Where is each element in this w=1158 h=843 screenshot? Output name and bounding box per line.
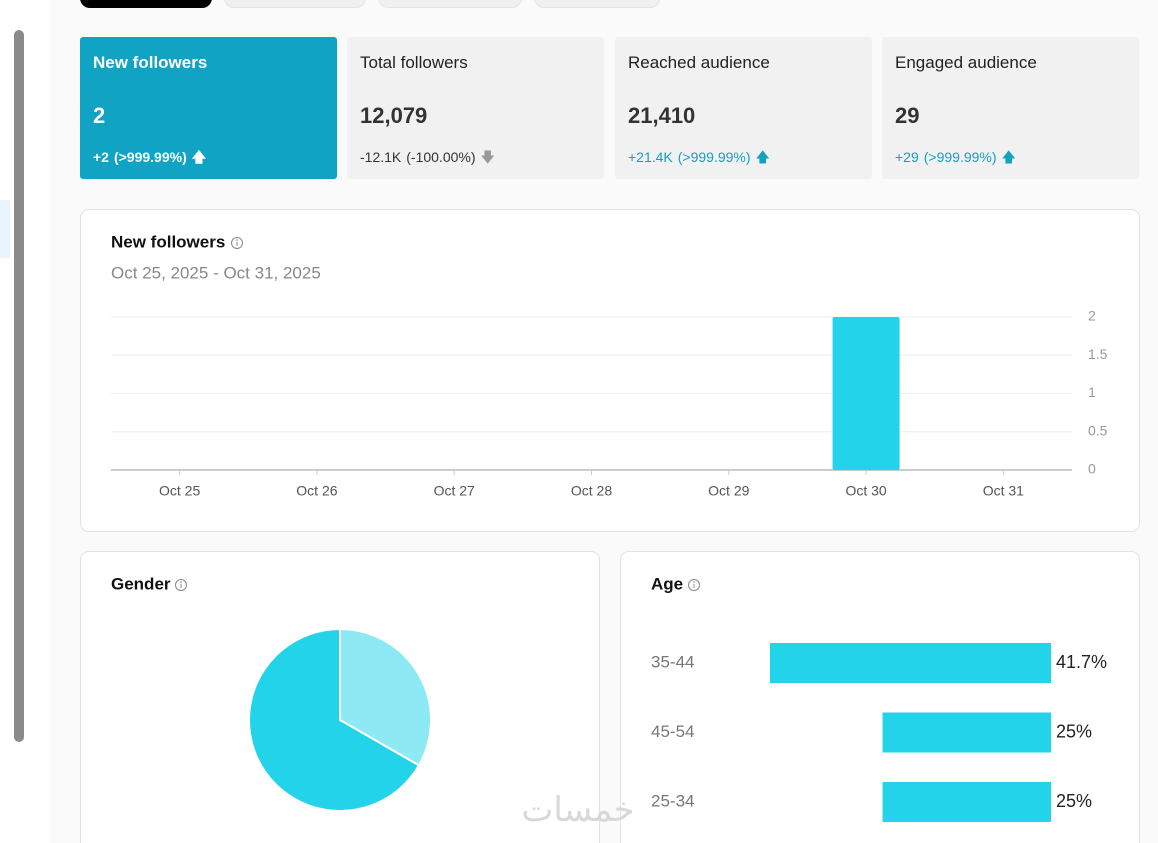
pie-slice bbox=[248, 627, 421, 812]
card-change: +29 (>999.99%) 🡅 bbox=[895, 147, 1021, 171]
category-label: 35-44 bbox=[651, 652, 694, 671]
selected-item[interactable] bbox=[0, 200, 10, 258]
card-value: 21,410 bbox=[628, 103, 696, 128]
percent: (-100.00%) bbox=[406, 149, 476, 165]
card-label: Reached audience bbox=[628, 53, 770, 72]
info-icon[interactable] bbox=[231, 237, 243, 249]
x-tick-label: Oct 25 bbox=[159, 483, 200, 499]
card-label: Engaged audience bbox=[895, 53, 1037, 72]
chart-subtitle: Oct 25, 2025 - Oct 31, 2025 bbox=[111, 263, 321, 282]
card-value: 29 bbox=[895, 103, 920, 128]
category-label: 25-34 bbox=[651, 791, 694, 810]
change: +2 bbox=[93, 149, 109, 165]
percent: (>999.99%) bbox=[677, 149, 751, 165]
bar bbox=[882, 712, 1051, 753]
y-tick-label: 0 bbox=[1088, 461, 1096, 477]
value-label: 25% bbox=[1056, 791, 1092, 811]
value-label: 25% bbox=[1056, 721, 1092, 741]
card-change: +21.4K (>999.99%) 🡅 bbox=[628, 147, 775, 171]
x-tick-label: Oct 27 bbox=[434, 483, 475, 499]
card-change: -12.1K (-100.00%) 🡇 bbox=[360, 147, 500, 171]
x-tick-label: Oct 26 bbox=[296, 483, 337, 499]
chart-title: New followers bbox=[111, 232, 225, 251]
card-label: Total followers bbox=[360, 53, 468, 72]
change: +21.4K bbox=[628, 149, 673, 165]
bar bbox=[882, 782, 1051, 822]
percent: (>999.99%) bbox=[113, 149, 187, 165]
scrollbar[interactable] bbox=[14, 30, 24, 742]
value-label: 41.7% bbox=[1056, 652, 1107, 672]
chart-title: Age bbox=[651, 574, 683, 593]
arrow-up: 🡅 bbox=[191, 149, 207, 165]
x-tick-label: Oct 28 bbox=[571, 483, 612, 499]
metric-card[interactable]: Reached audience 21,410 +21.4K (>999.99%)… bbox=[615, 37, 872, 179]
x-tick-label: Oct 31 bbox=[983, 483, 1024, 499]
change: +29 bbox=[895, 149, 919, 165]
category-label: 45-54 bbox=[651, 722, 694, 741]
x-tick-label: Oct 29 bbox=[708, 483, 749, 499]
watermark: خمسات bbox=[521, 791, 634, 829]
card-change: +2 (>999.99%) 🡅 bbox=[93, 147, 211, 171]
arrow-down: 🡇 bbox=[480, 149, 495, 165]
pie-slice bbox=[339, 627, 432, 767]
panel bbox=[620, 551, 1140, 843]
card-value: 2 bbox=[93, 103, 106, 128]
bar bbox=[770, 643, 1051, 683]
y-tick-label: 2 bbox=[1088, 308, 1096, 324]
bar bbox=[832, 317, 900, 470]
info-icon[interactable] bbox=[688, 579, 700, 591]
chart-title: Gender bbox=[111, 574, 171, 593]
change: -12.1K bbox=[360, 149, 402, 165]
metric-card[interactable]: Total followers 12,079 -12.1K (-100.00%) 🡇 bbox=[347, 37, 604, 179]
card-label: New followers bbox=[93, 53, 208, 72]
y-tick-label: 0.5 bbox=[1088, 422, 1108, 438]
x-tick-label: Oct 30 bbox=[845, 483, 886, 499]
arrow-up: 🡅 bbox=[755, 149, 770, 165]
card-value: 12,079 bbox=[360, 103, 428, 128]
y-tick-label: 1.5 bbox=[1088, 346, 1108, 362]
metric-card[interactable]: New followers 2 +2 (>999.99%) 🡅 bbox=[80, 37, 337, 179]
metric-card[interactable]: Engaged audience 29 +29 (>999.99%) 🡅 bbox=[882, 37, 1139, 179]
percent: (>999.99%) bbox=[923, 149, 997, 165]
arrow-up: 🡅 bbox=[1001, 149, 1016, 165]
info-icon[interactable] bbox=[175, 579, 187, 591]
y-tick-label: 1 bbox=[1088, 384, 1096, 400]
